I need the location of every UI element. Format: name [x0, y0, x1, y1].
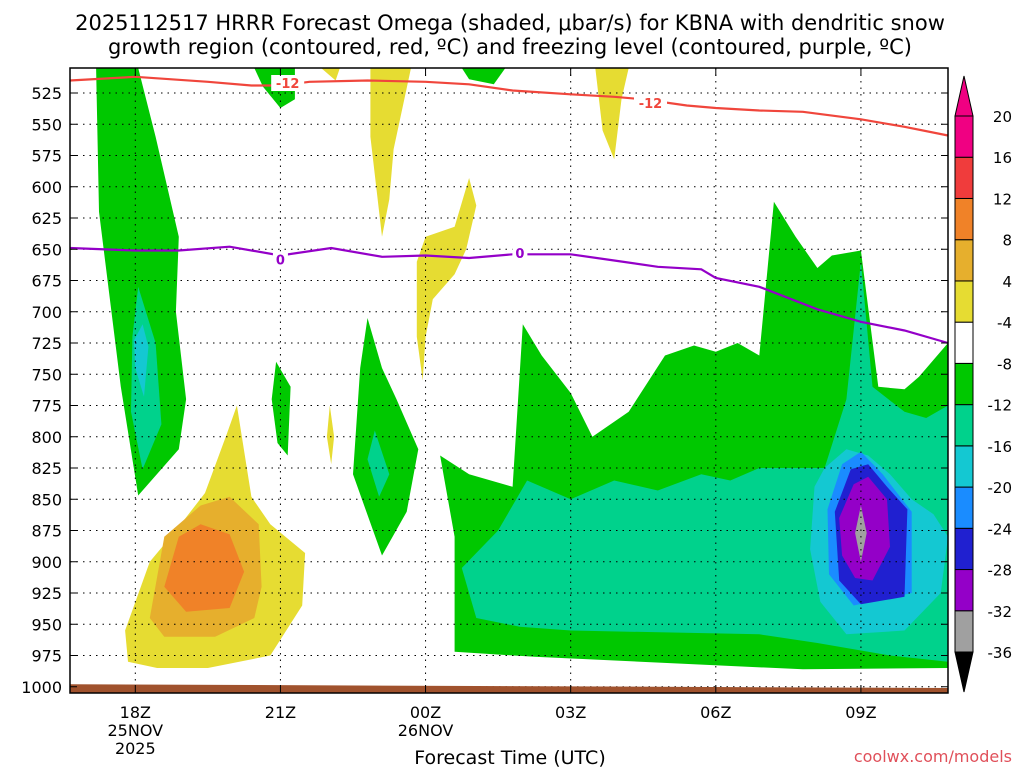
omega-shading [96, 68, 948, 670]
y-tick-label: 925 [31, 584, 62, 603]
colorbar-lower-arrow [954, 651, 974, 693]
contour-lines: -12 -12 0 0 [69, 75, 949, 345]
colorbar-label: -24 [988, 520, 1013, 538]
colorbar-label: -12 [988, 397, 1013, 415]
contour-label-bg [633, 95, 667, 111]
y-axis: 525 550 575 600 625 650 675 700 725 750 775 800 825 8… [21, 84, 948, 697]
chart-title-line-1: 2025112517 HRRR Forecast Omega (shaded, … [75, 11, 945, 35]
colorbar-label: -8 [997, 355, 1012, 373]
plot-frame [69, 67, 949, 694]
y-tick-label: 1000 [21, 678, 62, 697]
colorbar-swatch [954, 486, 974, 529]
x-tick-label: 21Z [265, 703, 296, 722]
colorbar-swatch [954, 527, 974, 571]
ground-strip [70, 684, 948, 693]
colorbar-label: 8 [1002, 232, 1012, 250]
colorbar-label: -36 [988, 644, 1013, 662]
x-tick-year: 2025 [115, 739, 156, 758]
contour-label: -12 [639, 97, 663, 112]
y-tick-label: 700 [31, 303, 62, 322]
y-tick-label: 625 [31, 209, 62, 228]
ground-fill [70, 684, 948, 693]
x-tick-date: 26NOV [398, 721, 454, 740]
omega-region-17 [595, 68, 629, 160]
colorbar-swatch [954, 445, 974, 488]
colorbar-label: 12 [993, 190, 1012, 208]
omega-region-20 [326, 405, 335, 465]
y-tick-label: 850 [31, 490, 62, 509]
y-tick-label: 975 [31, 647, 62, 666]
y-tick-label: 725 [31, 334, 62, 353]
colorbar-label: 16 [993, 149, 1012, 167]
colorbar-swatch [954, 362, 974, 406]
colorbar-swatch [954, 156, 974, 199]
x-axis-title: Forecast Time (UTC) [414, 747, 605, 768]
colorbar-swatch [954, 197, 974, 241]
colorbar-upper-arrow [954, 75, 974, 117]
x-tick-label: 06Z [700, 703, 731, 722]
contour-label: -12 [276, 77, 300, 92]
contour-label-bg [512, 245, 528, 261]
colorbar-label: -32 [988, 603, 1013, 621]
omega-region-14 [855, 505, 867, 562]
colorbar-swatch [954, 115, 974, 158]
x-tick-label: 00Z [410, 703, 441, 722]
omega-region-22 [164, 524, 245, 612]
chart-title-line-2: growth region (contoured, red, ºC) and f… [108, 35, 912, 59]
contour-label-bg [272, 251, 288, 268]
y-tick-label: 900 [31, 553, 62, 572]
y-tick-label: 575 [31, 147, 62, 166]
colorbar-label: -20 [988, 479, 1013, 497]
colorbar-swatch [954, 404, 974, 447]
omega-region-4 [353, 318, 419, 556]
colorbar: -36 -32 -28 -24 -20 -16 -12 -8 -4 4 8 12 16 20 [954, 75, 1013, 693]
x-tick-label: 03Z [555, 703, 586, 722]
y-tick-label: 675 [31, 272, 62, 291]
y-tick-label: 875 [31, 522, 62, 541]
colorbar-label: -4 [997, 314, 1012, 332]
freezing-level-line [69, 245, 949, 345]
y-tick-label: 750 [31, 365, 62, 384]
y-tick-label: 600 [31, 178, 62, 197]
colorbar-swatch [954, 610, 974, 653]
y-tick-label: 550 [31, 115, 62, 134]
colorbar-label: 4 [1002, 273, 1012, 291]
colorbar-swatch [954, 280, 974, 323]
y-tick-label: 950 [31, 615, 62, 634]
omega-region-7 [367, 430, 390, 497]
omega-region-9 [133, 324, 149, 397]
colorbar-swatch [954, 321, 974, 364]
gridlines [70, 68, 948, 693]
omega-region-18 [321, 68, 340, 81]
omega-region-19 [416, 178, 477, 381]
colorbar-label: -16 [988, 438, 1013, 456]
snow-growth-line [69, 75, 949, 137]
omega-region-0 [96, 68, 187, 496]
x-tick-label: 18Z [120, 703, 151, 722]
omega-region-16 [370, 68, 411, 237]
x-tick-label: 09Z [845, 703, 876, 722]
y-tick-label: 800 [31, 428, 62, 447]
colorbar-swatch [954, 239, 974, 282]
y-tick-label: 825 [31, 459, 62, 478]
contour-label: 0 [515, 247, 524, 262]
credit-text: coolwx.com/models [854, 747, 1012, 766]
x-tick-date: 25NOV [108, 721, 164, 740]
contour-label-bg [271, 75, 305, 91]
y-tick-label: 775 [31, 397, 62, 416]
y-tick-label: 650 [31, 240, 62, 259]
colorbar-swatch [954, 569, 974, 612]
omega-region-3 [271, 361, 291, 456]
colorbar-label: 20 [993, 108, 1012, 126]
y-tick-label: 525 [31, 84, 62, 103]
omega-region-2 [461, 68, 506, 85]
colorbar-label: -28 [988, 562, 1013, 580]
contour-label: 0 [276, 253, 285, 268]
